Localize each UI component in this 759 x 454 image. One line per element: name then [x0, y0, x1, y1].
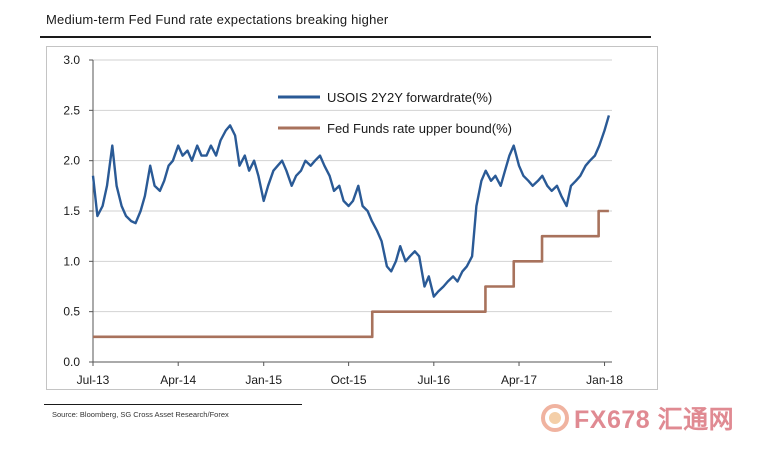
y-tick-label: 0.5	[63, 305, 80, 319]
x-tick-label: Jan-18	[586, 373, 623, 387]
watermark: FX678 汇通网	[540, 402, 745, 434]
gridlines	[93, 59, 612, 313]
x-tick-label: Apr-17	[501, 373, 537, 387]
series-lines	[91, 115, 611, 339]
source-divider	[44, 404, 302, 405]
y-tick-label: 1.0	[63, 254, 80, 268]
y-tick-label: 2.0	[63, 154, 80, 168]
source-note: Source: Bloomberg, SG Cross Asset Resear…	[52, 410, 229, 419]
x-tick-label: Oct-15	[331, 373, 367, 387]
legend-label: USOIS 2Y2Y forwardrate(%)	[327, 90, 492, 105]
title-divider	[40, 36, 651, 38]
axes	[89, 59, 612, 366]
watermark-text: FX678 汇通网	[574, 406, 735, 434]
tick-labels: 3.0 2.5 2.0 1.5 1.0 0.5 0.0 Jul-13 Apr-14 Jan-15 O…	[63, 53, 623, 387]
fx678-logo-icon	[541, 404, 569, 432]
series-line-usois	[91, 115, 611, 298]
y-tick-label: 3.0	[63, 53, 80, 67]
y-tick-label: 2.5	[63, 103, 80, 117]
x-tick-label: Apr-14	[160, 373, 196, 387]
legend-label: Fed Funds rate upper bound(%)	[327, 121, 512, 136]
legend: USOIS 2Y2Y forwardrate(%) Fed Funds rate …	[278, 90, 512, 136]
y-tick-label: 0.0	[63, 355, 80, 369]
y-tick-label: 1.5	[63, 204, 80, 218]
chart-title: Medium-term Fed Fund rate expectations b…	[46, 12, 389, 27]
series-line-fed-funds	[93, 209, 609, 339]
x-tick-label: Jul-13	[77, 373, 110, 387]
chart-frame	[46, 46, 658, 390]
x-tick-label: Jan-15	[245, 373, 282, 387]
x-tick-label: Jul-16	[417, 373, 450, 387]
